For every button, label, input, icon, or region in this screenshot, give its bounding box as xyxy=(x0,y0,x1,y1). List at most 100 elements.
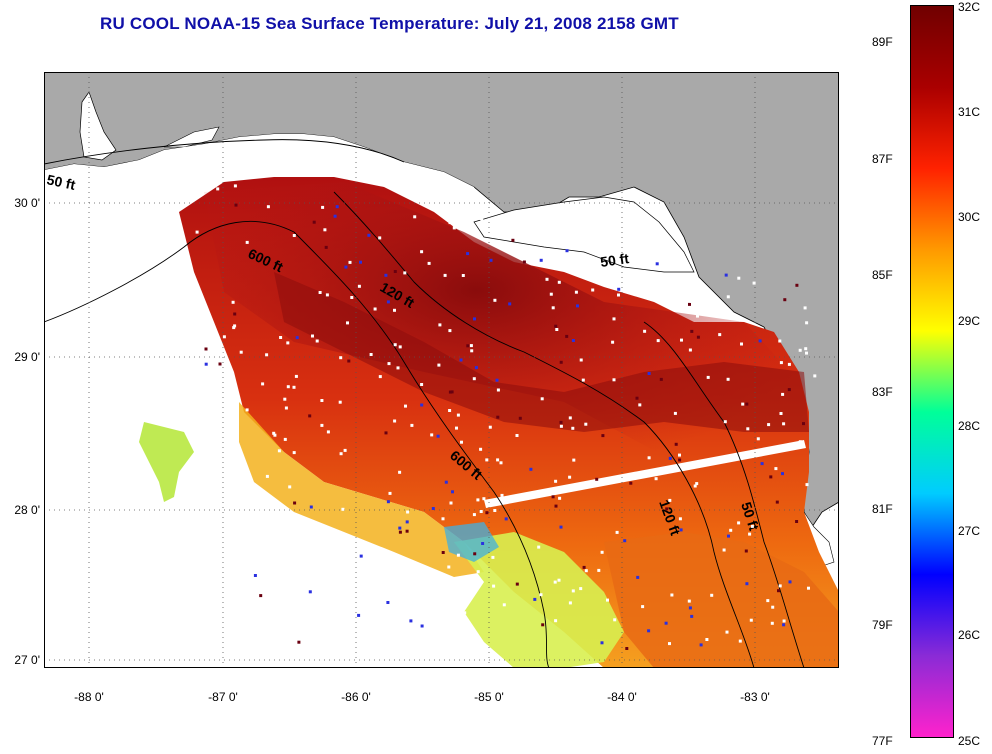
cloud-speckle xyxy=(678,453,681,457)
cloud-speckle xyxy=(427,261,431,265)
cloud-speckle xyxy=(388,491,392,495)
cloud-speckle xyxy=(779,412,783,415)
cloud-speckle xyxy=(584,422,588,426)
cloud-speckle xyxy=(760,462,764,466)
lon-label: -87 0' xyxy=(208,690,238,704)
cloud-speckle xyxy=(319,637,323,641)
cloud-speckle xyxy=(504,517,508,521)
cloud-speckle xyxy=(746,427,750,431)
cloud-speckle xyxy=(559,488,563,491)
cloud-speckle xyxy=(398,470,402,474)
cloud-speckle xyxy=(329,628,333,632)
cloud-speckle xyxy=(222,335,226,339)
cloud-speckle xyxy=(559,424,563,428)
cloud-speckle xyxy=(311,334,314,338)
cloud-speckle xyxy=(668,456,672,460)
cloud-speckle xyxy=(769,475,773,479)
cloud-speckle xyxy=(320,399,324,402)
cloud-speckle xyxy=(265,474,269,478)
cloud-speckle xyxy=(459,577,463,581)
cloud-speckle xyxy=(413,215,417,219)
cloud-speckle xyxy=(409,619,413,623)
cloud-speckle xyxy=(480,227,484,231)
cloud-speckle xyxy=(752,281,756,285)
colorbar-c-label: 26C xyxy=(958,628,981,642)
cloud-speckle xyxy=(576,304,579,308)
cloud-speckle xyxy=(782,422,786,426)
cloud-speckle xyxy=(308,414,312,418)
cloud-speckle xyxy=(579,587,583,591)
cloud-speckle xyxy=(508,302,512,306)
cloud-speckle xyxy=(456,553,460,557)
cloud-speckle xyxy=(384,431,388,435)
cloud-speckle xyxy=(452,226,456,230)
cloud-speckle xyxy=(737,276,741,280)
cloud-speckle xyxy=(473,552,477,556)
cloud-speckle xyxy=(297,640,301,644)
cloud-speckle xyxy=(448,409,452,412)
cloud-speckle xyxy=(364,553,368,557)
cloud-speckle xyxy=(674,442,678,446)
cloud-speckle xyxy=(467,644,471,648)
cloud-speckle xyxy=(405,529,409,533)
cloud-speckle xyxy=(705,638,709,641)
cloud-speckle xyxy=(369,353,373,356)
cloud-speckle xyxy=(386,500,390,504)
cloud-speckle xyxy=(787,362,791,366)
cloud-speckle xyxy=(259,594,263,598)
cloud-speckle xyxy=(771,605,775,609)
cloud-speckle xyxy=(478,638,482,642)
cloud-speckle xyxy=(233,184,237,188)
cloud-speckle xyxy=(571,426,575,430)
cloud-speckle xyxy=(441,517,445,521)
cloud-speckle xyxy=(611,340,615,344)
cloud-speckle xyxy=(386,300,390,304)
cloud-speckle xyxy=(321,205,325,209)
cloud-speckle xyxy=(204,347,208,351)
cloud-speckle xyxy=(558,496,562,500)
cloud-speckle xyxy=(529,467,533,471)
cloud-speckle xyxy=(448,390,452,394)
cloud-speckle xyxy=(745,582,749,586)
cloud-speckle xyxy=(215,341,219,345)
cloud-speckle xyxy=(656,339,660,343)
cloud-speckle xyxy=(294,374,298,378)
cloud-speckle xyxy=(340,607,344,611)
cloud-speckle xyxy=(668,498,672,502)
cloud-speckle xyxy=(774,467,778,471)
cloud-speckle xyxy=(795,520,799,523)
cloud-speckle xyxy=(323,612,327,616)
cloud-speckle xyxy=(522,260,526,264)
cloud-speckle xyxy=(770,621,774,625)
cloud-speckle xyxy=(359,554,363,558)
sst-cool-patch-south-blue xyxy=(444,522,499,562)
cloud-speckle xyxy=(803,306,807,310)
lon-label: -84 0' xyxy=(607,690,637,704)
cloud-speckle xyxy=(750,524,754,528)
isobath-label: 50 ft xyxy=(45,171,77,193)
cloud-speckle xyxy=(474,366,478,370)
cloud-speckle xyxy=(745,402,749,406)
cloud-speckle xyxy=(781,392,785,396)
cloud-speckle xyxy=(473,317,476,321)
cloud-speckle xyxy=(496,458,500,462)
cloud-speckle xyxy=(749,618,753,622)
cloud-speckle xyxy=(461,274,465,277)
cloud-speckle xyxy=(740,342,743,346)
cloud-speckle xyxy=(320,423,324,427)
cloud-speckle xyxy=(293,501,297,505)
cloud-speckle xyxy=(485,458,489,462)
cloud-speckle xyxy=(554,324,558,328)
cloud-speckle xyxy=(613,618,617,622)
cloud-speckle xyxy=(545,277,549,281)
cloud-speckle xyxy=(488,425,492,429)
cloud-speckle xyxy=(695,482,699,486)
lon-label: -88 0' xyxy=(74,690,104,704)
cloud-speckle xyxy=(696,335,700,339)
cloud-speckle xyxy=(559,360,563,364)
cloud-speckle xyxy=(597,568,601,572)
colorbar-f-label: 83F xyxy=(872,385,893,399)
cloud-speckle xyxy=(696,314,699,318)
cloud-speckle xyxy=(557,578,561,582)
cloud-speckle xyxy=(783,298,787,302)
